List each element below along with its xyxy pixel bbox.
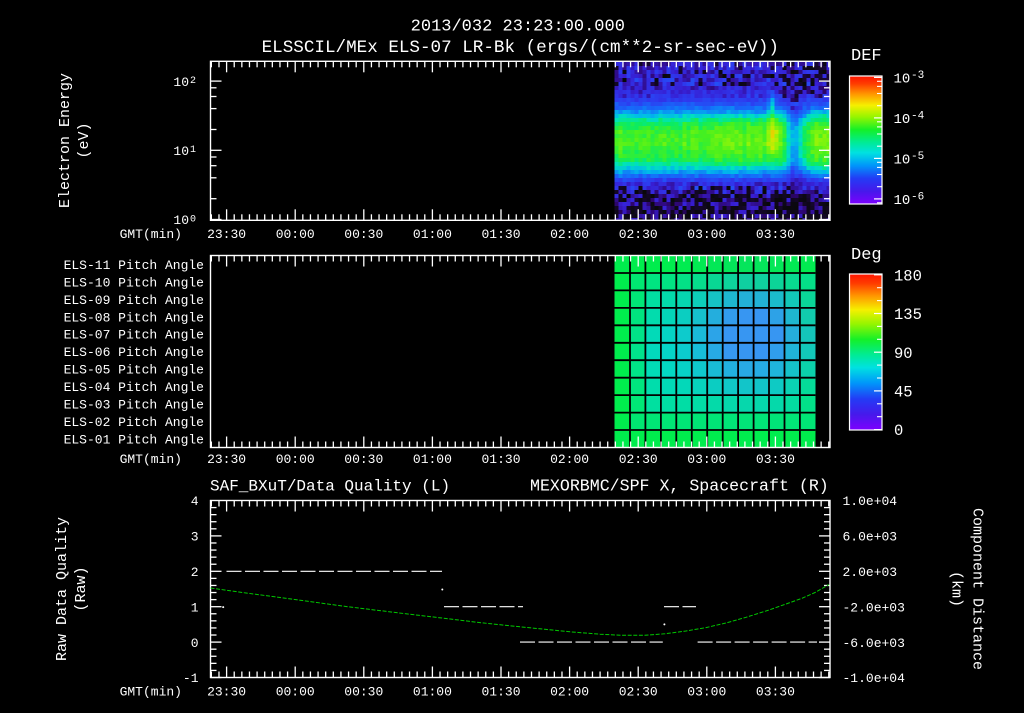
svg-text:03:30: 03:30: [756, 227, 795, 242]
svg-text:-4: -4: [911, 110, 925, 122]
svg-text:ELS-06 Pitch Angle: ELS-06 Pitch Angle: [64, 345, 204, 360]
svg-text:10: 10: [894, 72, 911, 88]
svg-text:02:00: 02:00: [550, 227, 589, 242]
svg-text:ELS-03 Pitch Angle: ELS-03 Pitch Angle: [64, 398, 204, 413]
svg-text:45: 45: [894, 384, 913, 402]
svg-text:1: 1: [191, 600, 199, 615]
svg-text:MEXORBMC/SPF X, Spacecraft (R): MEXORBMC/SPF X, Spacecraft (R): [530, 477, 829, 496]
svg-text:ELS-07 Pitch Angle: ELS-07 Pitch Angle: [64, 328, 204, 343]
svg-text:01:30: 01:30: [481, 452, 520, 467]
svg-text:(km): (km): [948, 571, 965, 607]
svg-text:10: 10: [173, 75, 189, 90]
svg-text:03:00: 03:00: [687, 452, 726, 467]
svg-text:Raw Data Quality: Raw Data Quality: [54, 517, 71, 661]
svg-text:03:00: 03:00: [687, 685, 726, 700]
svg-text:ELS-04 Pitch Angle: ELS-04 Pitch Angle: [64, 380, 204, 395]
svg-text:GMT(min): GMT(min): [120, 227, 182, 242]
svg-text:00:00: 00:00: [276, 227, 315, 242]
svg-text:02:00: 02:00: [550, 685, 589, 700]
svg-text:01:00: 01:00: [413, 685, 452, 700]
svg-text:00:00: 00:00: [276, 685, 315, 700]
svg-text:-1: -1: [183, 671, 199, 686]
svg-text:GMT(min): GMT(min): [120, 685, 182, 700]
svg-text:10: 10: [894, 112, 911, 128]
svg-text:0: 0: [894, 422, 903, 440]
svg-text:-1.0e+04: -1.0e+04: [843, 671, 906, 686]
svg-text:DEF: DEF: [851, 47, 882, 66]
svg-text:00:30: 00:30: [344, 227, 383, 242]
svg-text:01:30: 01:30: [481, 227, 520, 242]
svg-text:ELS-05 Pitch Angle: ELS-05 Pitch Angle: [64, 363, 204, 378]
svg-text:135: 135: [894, 306, 922, 324]
svg-text:1: 1: [190, 145, 196, 156]
svg-text:-2.0e+03: -2.0e+03: [843, 600, 905, 615]
svg-text:-5: -5: [911, 151, 924, 163]
svg-text:10: 10: [894, 153, 911, 169]
svg-text:23:30: 23:30: [207, 227, 246, 242]
svg-text:01:30: 01:30: [481, 685, 520, 700]
svg-text:ELS-09 Pitch Angle: ELS-09 Pitch Angle: [64, 293, 204, 308]
svg-text:-6.0e+03: -6.0e+03: [843, 636, 905, 651]
svg-text:02:00: 02:00: [550, 452, 589, 467]
svg-text:ELS-02 Pitch Angle: ELS-02 Pitch Angle: [64, 415, 204, 430]
svg-text:00:30: 00:30: [344, 685, 383, 700]
svg-text:6.0e+03: 6.0e+03: [843, 530, 898, 545]
svg-text:02:30: 02:30: [619, 452, 658, 467]
svg-text:10: 10: [173, 144, 189, 159]
svg-text:-3: -3: [911, 70, 924, 82]
svg-text:10: 10: [173, 213, 189, 228]
svg-text:ELSSCIL/MEx ELS-07 LR-Bk (erg: ELSSCIL/MEx ELS-07 LR-Bk (ergs/(cm**2-sr…: [262, 38, 779, 58]
svg-text:02:30: 02:30: [619, 685, 658, 700]
svg-text:4: 4: [191, 494, 199, 509]
svg-text:ELS-10 Pitch Angle: ELS-10 Pitch Angle: [64, 275, 204, 290]
svg-text:Deg: Deg: [851, 246, 882, 265]
svg-text:00:30: 00:30: [344, 452, 383, 467]
svg-text:01:00: 01:00: [413, 227, 452, 242]
svg-text:23:30: 23:30: [207, 452, 246, 467]
svg-text:(eV): (eV): [76, 122, 93, 158]
svg-text:2013/032 23:23:00.000: 2013/032 23:23:00.000: [411, 17, 625, 36]
svg-text:02:30: 02:30: [619, 227, 658, 242]
svg-text:Electron Energy: Electron Energy: [57, 73, 74, 208]
svg-text:10: 10: [894, 193, 911, 209]
svg-text:180: 180: [894, 267, 922, 285]
svg-text:ELS-01 Pitch Angle: ELS-01 Pitch Angle: [64, 432, 204, 447]
svg-text:0: 0: [190, 214, 196, 225]
svg-text:03:00: 03:00: [687, 227, 726, 242]
svg-text:(Raw): (Raw): [73, 566, 90, 611]
svg-text:01:00: 01:00: [413, 452, 452, 467]
svg-text:ELS-11 Pitch Angle: ELS-11 Pitch Angle: [64, 258, 204, 273]
svg-text:SAF_BXuT/Data Quality (L): SAF_BXuT/Data Quality (L): [210, 478, 450, 496]
svg-text:-6: -6: [911, 191, 924, 203]
svg-text:0: 0: [191, 636, 199, 651]
svg-text:03:30: 03:30: [756, 452, 795, 467]
svg-text:03:30: 03:30: [756, 685, 795, 700]
svg-text:1.0e+04: 1.0e+04: [843, 494, 898, 509]
svg-text:2.0e+03: 2.0e+03: [843, 565, 898, 580]
svg-text:3: 3: [191, 530, 199, 545]
svg-text:2: 2: [190, 76, 196, 87]
svg-text:2: 2: [191, 565, 199, 580]
svg-text:23:30: 23:30: [207, 685, 246, 700]
svg-text:90: 90: [894, 345, 913, 363]
svg-text:GMT(min): GMT(min): [120, 452, 182, 467]
svg-text:ELS-08 Pitch Angle: ELS-08 Pitch Angle: [64, 310, 204, 325]
svg-text:00:00: 00:00: [276, 452, 315, 467]
svg-text:Component Distance: Component Distance: [969, 508, 986, 670]
